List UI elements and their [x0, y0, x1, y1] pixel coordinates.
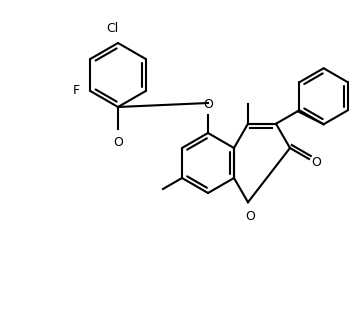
- Text: O: O: [311, 156, 321, 169]
- Text: O: O: [203, 98, 213, 111]
- Text: Cl: Cl: [106, 22, 118, 35]
- Text: O: O: [113, 136, 123, 149]
- Text: O: O: [245, 210, 255, 223]
- Text: F: F: [73, 85, 80, 98]
